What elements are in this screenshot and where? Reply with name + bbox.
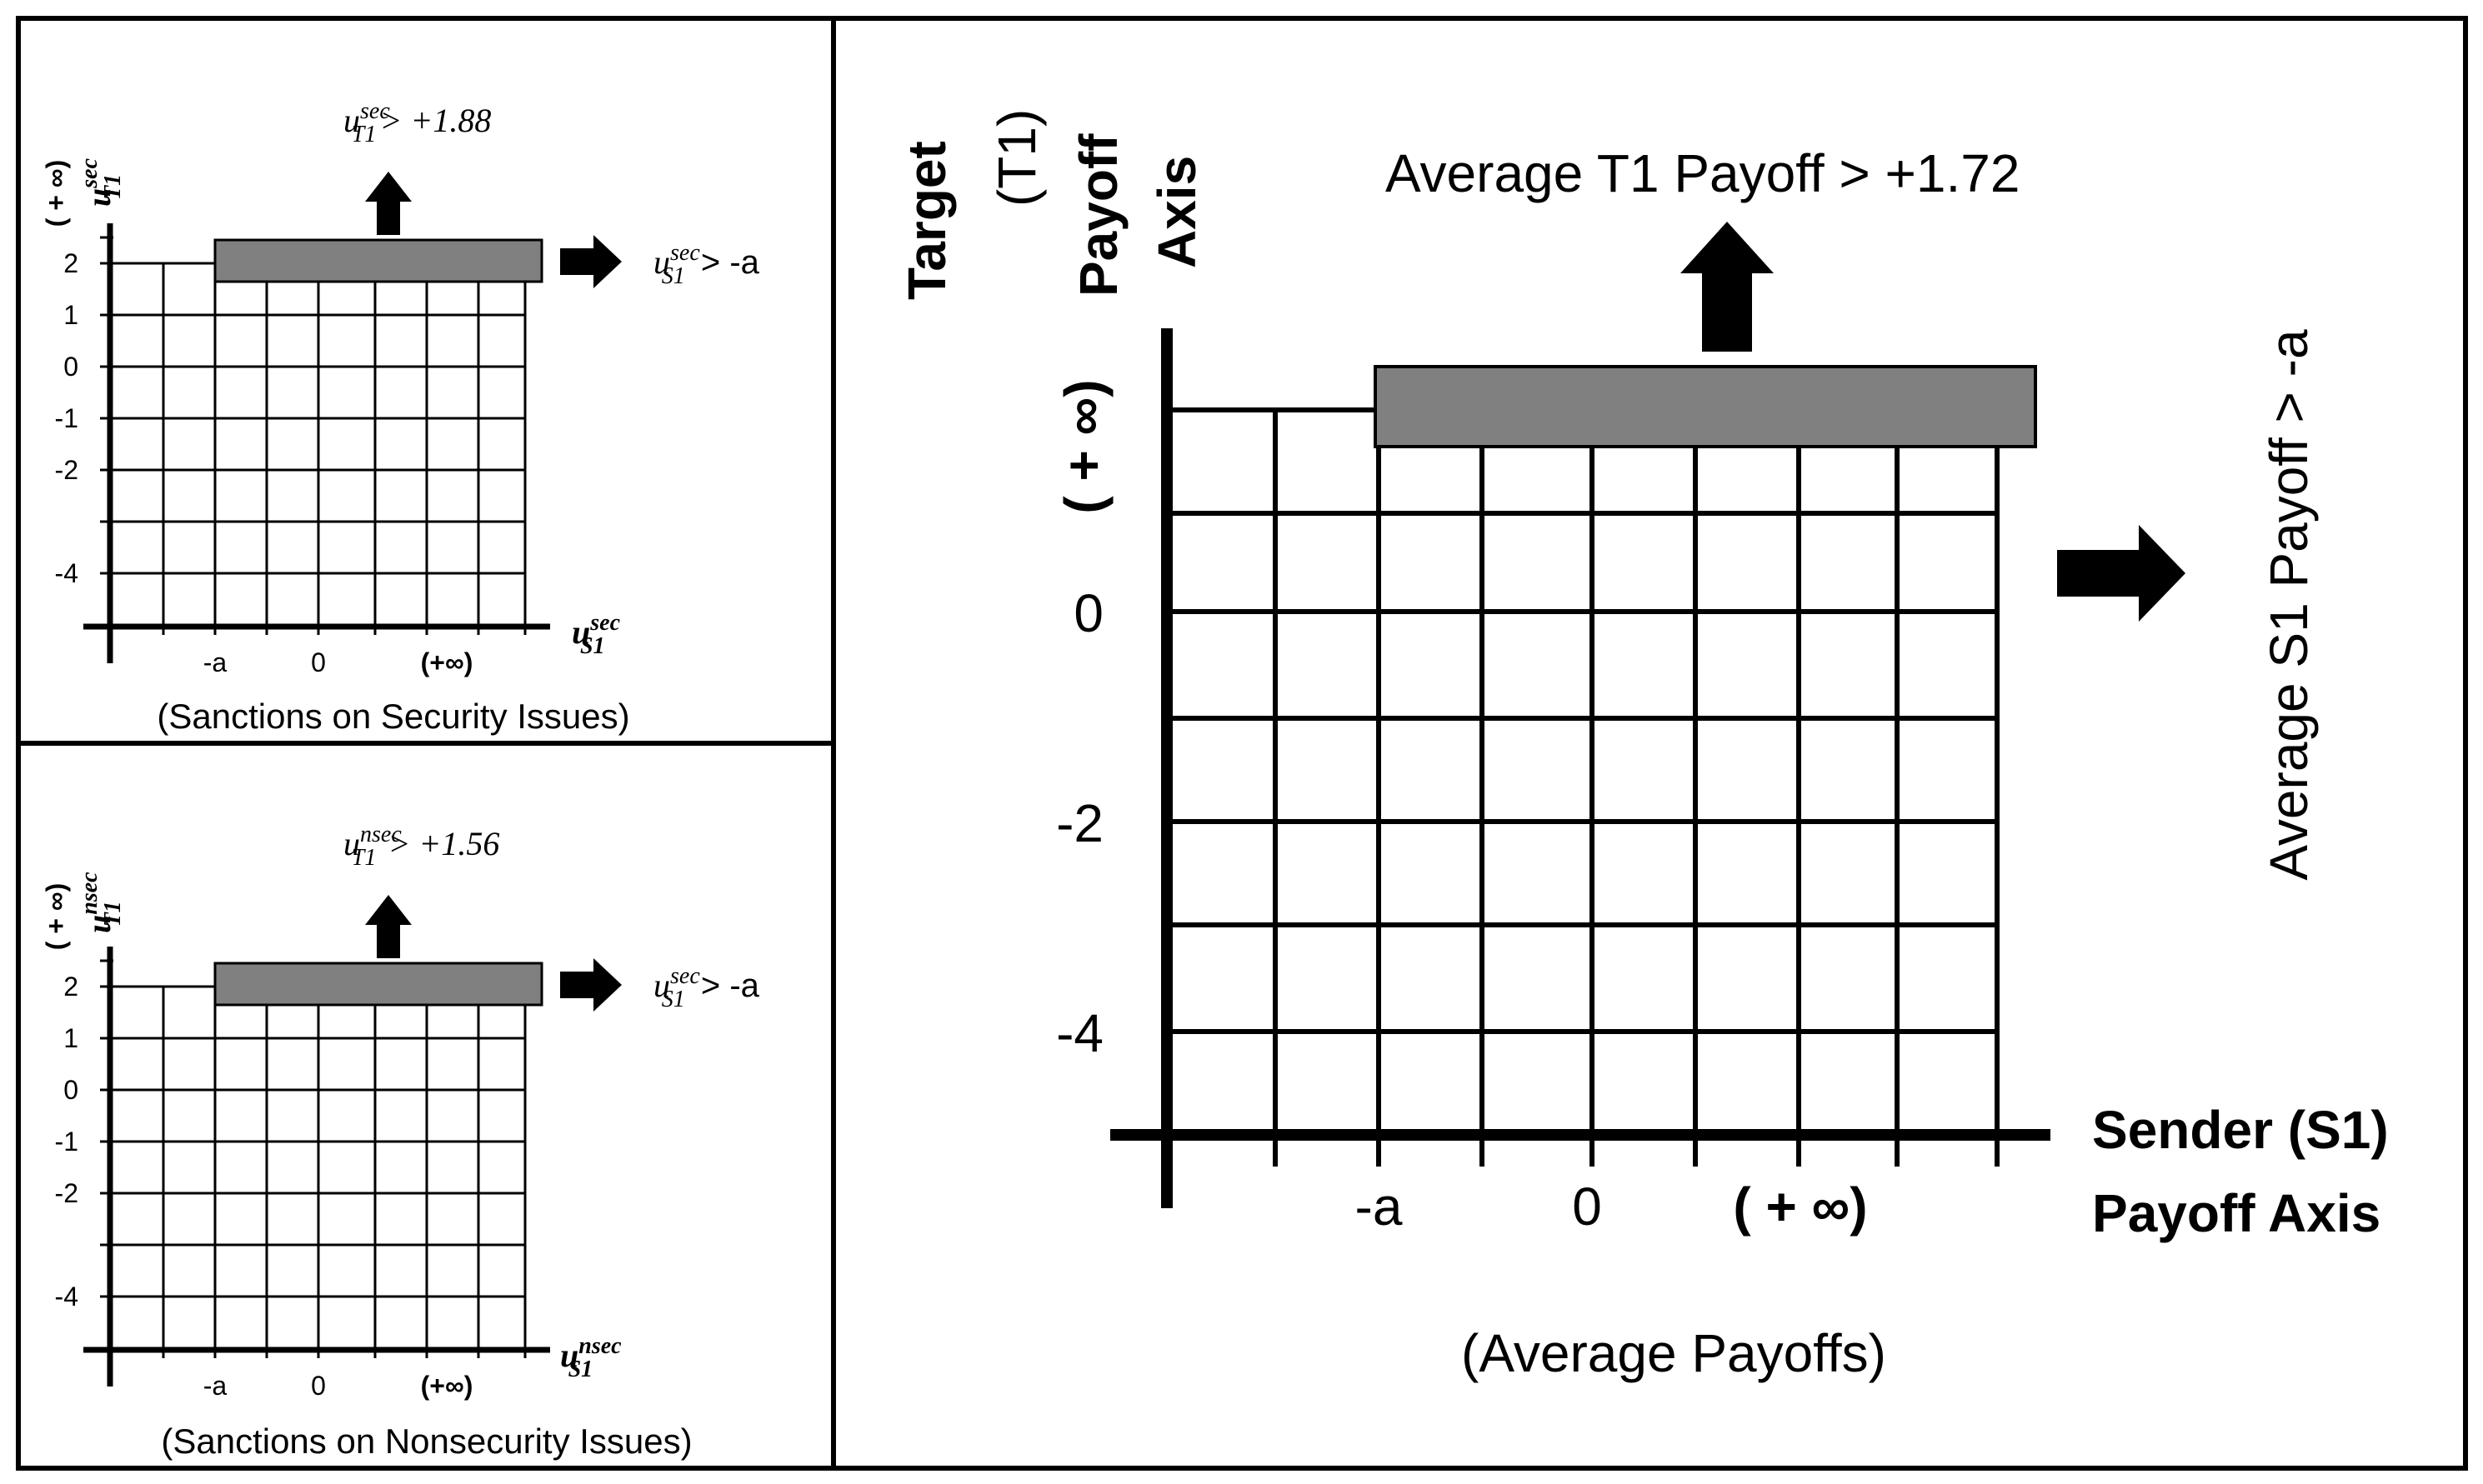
nonsecurity-right-arrow <box>560 958 622 1012</box>
security-y-tick-label: 0 <box>63 352 78 382</box>
average-x-tick-label: -a <box>1355 1177 1403 1237</box>
average-y-axis-label-line: Target <box>897 141 957 300</box>
average-panel: 0 -2 -4 -a 0 ( + ∞) ( + ∞) Target (T1) P… <box>897 109 2389 1383</box>
average-x-tick-label: 0 <box>1572 1177 1602 1237</box>
average-y-tick-label: -4 <box>1056 1003 1104 1063</box>
security-y-tick-label: 1 <box>63 300 78 330</box>
average-y-axis-label-line: Axis <box>1147 156 1207 268</box>
average-grid <box>1164 407 2000 1167</box>
average-x-axis-label: Sender (S1) Payoff Axis <box>2092 1100 2389 1243</box>
nonsecurity-y-axis-label: unsecT1 <box>77 872 126 933</box>
nonsecurity-x-tick-label: (+∞) <box>421 1371 473 1401</box>
security-caption: (Sanctions on Security Issues) <box>157 697 629 736</box>
security-up-condition: usec T1 > +1.88 <box>343 98 491 147</box>
nonsecurity-y-infinity-label: ( + ∞) <box>41 883 71 951</box>
average-right-condition: Average S1 Payoff > -a <box>2259 329 2319 881</box>
nonsecurity-panel: 2 1 0 -1 -2 -4 -a 0 (+∞) ( + ∞) unsecT1 … <box>41 822 760 1461</box>
security-y-tick-label: -4 <box>55 558 78 588</box>
security-shaded-region <box>213 238 543 283</box>
nonsecurity-x-axis-label: unsec S1 <box>560 1333 622 1382</box>
security-right-arrow <box>560 235 622 288</box>
average-x-tick-labels: -a 0 ( + ∞) <box>1355 1177 1868 1237</box>
nonsecurity-grid <box>113 985 527 1358</box>
average-x-tick-label: ( + ∞) <box>1733 1177 1867 1237</box>
average-y-infinity-label: ( + ∞) <box>1054 379 1114 513</box>
nonsecurity-y-tick-labels: 2 1 0 -1 -2 -4 <box>55 972 78 1312</box>
average-up-arrow <box>1680 222 1774 352</box>
average-y-axis-label: Target (T1) Payoff Axis <box>897 109 1207 300</box>
nonsecurity-x-tick-label: -a <box>203 1371 228 1401</box>
nonsecurity-x-tick-label: 0 <box>311 1371 326 1401</box>
average-panel-frame <box>831 16 2468 1471</box>
security-x-tick-label: 0 <box>311 647 326 677</box>
nonsecurity-up-condition: unsec T1 > +1.56 <box>343 822 499 871</box>
nonsecurity-y-tick-label: 0 <box>63 1075 78 1105</box>
security-y-tick-label: -1 <box>55 403 78 433</box>
security-x-tick-label: (+∞) <box>421 647 473 677</box>
security-up-arrow <box>365 172 412 235</box>
average-shaded-region <box>1374 365 2037 448</box>
average-y-axis-label-line: (T1) <box>987 109 1047 207</box>
average-caption: (Average Payoffs) <box>1461 1323 1886 1383</box>
nonsecurity-y-tick-label: 1 <box>63 1023 78 1053</box>
average-right-arrow <box>2057 525 2185 622</box>
nonsecurity-x-tick-labels: -a 0 (+∞) <box>203 1371 473 1401</box>
nonsecurity-y-tick-label: 2 <box>63 972 78 1002</box>
security-y-tick-label: 2 <box>63 248 78 278</box>
nonsecurity-y-tick-label: -4 <box>55 1282 78 1312</box>
nonsecurity-shaded-region <box>213 962 543 1007</box>
nonsecurity-y-tick-label: -1 <box>55 1127 78 1157</box>
nonsecurity-right-condition: usec S1 > -a <box>653 963 760 1012</box>
security-right-condition: usec S1 > -a <box>653 240 760 289</box>
average-y-axis-label-line: Payoff <box>1069 133 1129 297</box>
security-y-tick-label: -2 <box>55 455 78 485</box>
security-y-tick-labels: 2 1 0 -1 -2 -4 <box>55 248 78 588</box>
security-y-infinity-label: ( + ∞) <box>41 160 71 227</box>
security-grid <box>113 262 527 635</box>
security-y-axis-label: usecT1 <box>77 157 126 207</box>
security-x-axis-label: usec S1 <box>572 610 621 659</box>
nonsecurity-up-arrow <box>365 895 412 958</box>
nonsecurity-caption: (Sanctions on Nonsecurity Issues) <box>161 1422 692 1461</box>
security-x-tick-label: -a <box>203 647 228 677</box>
average-up-condition: Average T1 Payoff > +1.72 <box>1385 143 2020 203</box>
security-x-tick-labels: -a 0 (+∞) <box>203 647 473 677</box>
average-y-tick-label: -2 <box>1056 793 1104 853</box>
average-x-axis-label-line: Sender (S1) <box>2092 1100 2389 1160</box>
nonsecurity-y-tick-label: -2 <box>55 1178 78 1208</box>
average-y-tick-label: 0 <box>1074 583 1104 643</box>
average-x-axis-label-line: Payoff Axis <box>2092 1183 2380 1243</box>
average-y-tick-labels: 0 -2 -4 <box>1056 583 1104 1063</box>
security-panel: 2 1 0 -1 -2 -4 -a 0 (+∞) ( + ∞) usecT1 u… <box>41 98 760 736</box>
